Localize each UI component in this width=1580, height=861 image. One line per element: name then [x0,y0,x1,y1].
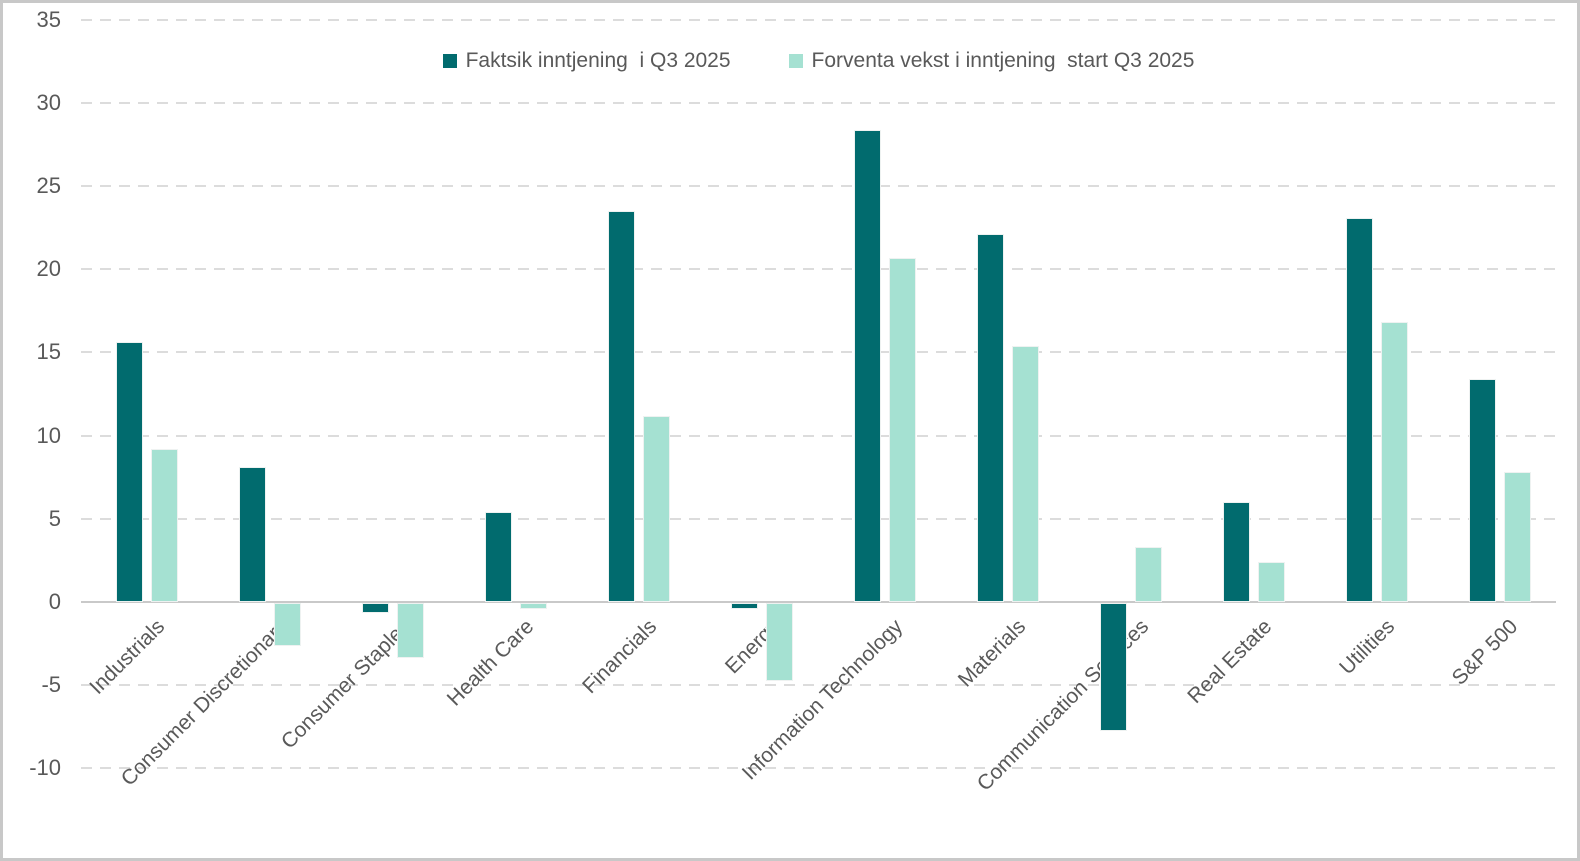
bar-expected-real-estate [1257,561,1285,602]
gridline-20 [81,268,1556,271]
gridline-5 [81,517,1556,520]
gridline-30 [81,102,1556,105]
legend-label-expected: Forventa vekst i inntjening start Q3 202… [811,49,1195,72]
bar-actual-communication-services [1099,602,1127,731]
legend-marker-actual-icon [442,54,457,68]
x-axis-label-information-technology: Information Technology [737,614,908,785]
legend-label-actual: Faktsik inntjening i Q3 2025 [465,49,731,72]
bar-expected-materials [1011,345,1039,602]
legend: Faktsik inntjening i Q3 2025 Forventa ve… [81,49,1556,73]
y-tick-label-35: 35 [36,7,61,32]
legend-marker-expected-icon [788,54,803,68]
x-axis-line [81,600,1556,603]
bar-actual-consumer-staples [362,602,390,613]
bar-expected-communication-services [1134,546,1162,602]
legend-item-actual: Faktsik inntjening i Q3 2025 [442,49,731,73]
gridline--5 [81,683,1556,686]
bar-expected-health-care [520,602,548,610]
x-axis-label-consumer-discretionary: Consumer Discretionary [117,614,293,791]
gridline--10 [81,766,1556,769]
x-axis-label-utilities: Utilities [1334,614,1399,679]
bar-expected-information-technology [888,257,916,602]
y-tick-label-20: 20 [36,256,61,282]
gridline-15 [81,351,1556,354]
x-axis-label-materials: Materials [953,614,1031,692]
bar-expected-consumer-discretionary [274,602,302,646]
bar-actual-real-estate [1222,501,1250,602]
bar-actual-utilities [1345,217,1373,602]
bar-actual-materials [976,234,1004,602]
bar-actual-industrials [116,342,144,602]
bar-expected-utilities [1380,322,1408,602]
y-tick-label-15: 15 [36,339,61,365]
y-tick-label-10: 10 [36,422,61,448]
y-tick-label-5: 5 [48,505,61,531]
bar-actual-health-care [485,511,513,602]
gridline-35 [81,19,1556,21]
y-tick-label-25: 25 [36,173,61,199]
gridline-10 [81,434,1556,437]
legend-item-expected: Forventa vekst i inntjening start Q3 202… [788,49,1195,73]
bar-actual-s-p-500 [1468,378,1496,602]
bar-expected-energy [766,602,794,681]
bar-actual-financials [608,211,636,602]
bar-expected-consumer-staples [397,602,425,658]
x-axis-label-real-estate: Real Estate [1182,614,1276,708]
x-axis-label-industrials: Industrials [85,614,170,699]
bar-expected-financials [643,415,671,602]
x-axis-label-energy: Energy [720,614,785,679]
x-axis-label-consumer-staples: Consumer Staples [277,614,416,754]
y-tick-label--5: -5 [41,671,61,697]
x-axis-label-s-p-500: S&P 500 [1447,614,1522,690]
x-axis-label-health-care: Health Care [442,614,539,711]
y-tick-label-0: 0 [48,588,61,614]
bar-expected-industrials [151,448,179,602]
gridline-25 [81,185,1556,188]
bar-expected-s-p-500 [1503,472,1531,602]
bar-actual-information-technology [853,129,881,602]
y-tick-label-30: 30 [36,90,61,116]
bar-actual-consumer-discretionary [239,467,267,602]
bar-actual-energy [731,602,759,610]
y-tick-label--10: -10 [29,754,61,780]
x-axis-label-financials: Financials [578,614,662,698]
